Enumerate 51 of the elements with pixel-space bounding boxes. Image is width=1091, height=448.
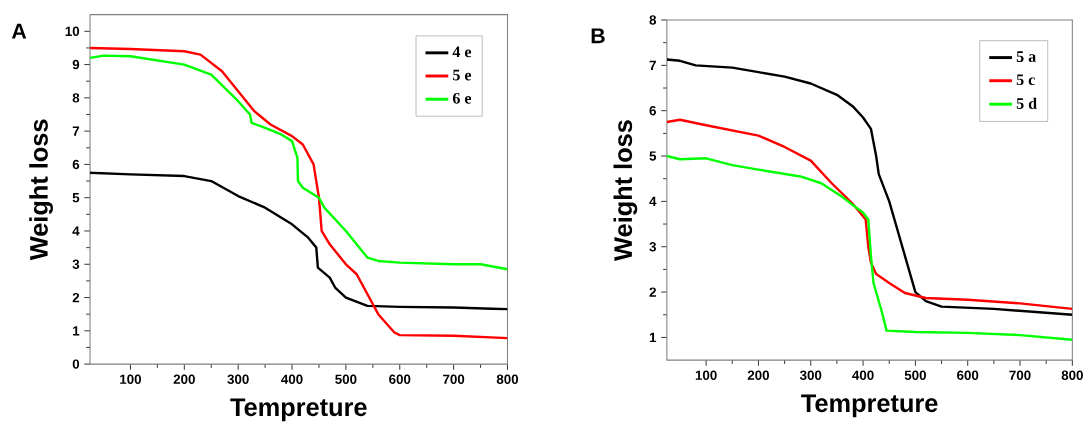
y-tick-label: 6 bbox=[649, 105, 656, 116]
y-tick-label: 2 bbox=[72, 292, 80, 303]
x-tick-label: 400 bbox=[281, 374, 303, 384]
legend-label: 6 e bbox=[452, 92, 472, 104]
x-tick-label: 300 bbox=[227, 374, 249, 384]
y-tick-label: 9 bbox=[72, 59, 80, 70]
x-tick-label: 500 bbox=[904, 370, 926, 380]
chart-title: A bbox=[11, 23, 27, 39]
x-tick-label: 300 bbox=[799, 370, 822, 380]
line-series bbox=[666, 154, 1073, 341]
x-tick-label: 200 bbox=[747, 370, 770, 380]
x-tick-label: 800 bbox=[496, 374, 519, 384]
y-tick-label: 6 bbox=[72, 159, 80, 170]
x-tick-label: 600 bbox=[389, 374, 411, 384]
y-axis-title: Weight loss bbox=[29, 119, 53, 261]
x-tick-label: 700 bbox=[1009, 370, 1031, 380]
y-tick-label: 0 bbox=[72, 359, 80, 369]
y-tick-label: 5 bbox=[649, 151, 657, 161]
y-tick-label: 8 bbox=[72, 93, 80, 103]
y-tick-label: 3 bbox=[649, 241, 656, 252]
legend-label: 4 e bbox=[452, 46, 472, 58]
y-tick-label: 10 bbox=[65, 26, 80, 36]
y-tick-label: 1 bbox=[73, 326, 80, 336]
x-axis-title: Tempreture bbox=[230, 398, 367, 422]
line-series bbox=[666, 118, 1073, 310]
x-tick-label: 100 bbox=[120, 374, 142, 384]
x-tick-label: 800 bbox=[1061, 370, 1083, 380]
y-tick-label: 4 bbox=[72, 226, 80, 236]
x-axis-title: Tempreture bbox=[801, 394, 938, 418]
legend-label: 5 a bbox=[1016, 51, 1036, 62]
line-series bbox=[90, 171, 508, 311]
legend-label: 5 c bbox=[1016, 74, 1035, 86]
y-tick-label: 1 bbox=[649, 332, 657, 342]
x-tick-label: 200 bbox=[173, 374, 195, 384]
chart-title: B bbox=[591, 28, 605, 44]
x-tick-label: 500 bbox=[335, 374, 357, 384]
y-tick-label: 2 bbox=[649, 287, 656, 297]
x-tick-label: 600 bbox=[957, 370, 979, 380]
y-tick-label: 7 bbox=[72, 126, 80, 136]
y-axis-title: Weight loss bbox=[613, 120, 638, 261]
x-tick-label: 700 bbox=[443, 374, 465, 384]
y-tick-label: 4 bbox=[649, 196, 657, 206]
y-tick-label: 5 bbox=[72, 192, 80, 203]
legend-label: 5 d bbox=[1016, 97, 1037, 109]
y-tick-label: 7 bbox=[649, 60, 656, 70]
y-tick-label: 3 bbox=[72, 259, 80, 269]
line-series bbox=[90, 46, 508, 340]
legend-label: 5 e bbox=[453, 69, 472, 81]
x-tick-label: 400 bbox=[852, 370, 874, 380]
x-tick-label: 100 bbox=[695, 370, 717, 380]
y-tick-label: 8 bbox=[649, 15, 657, 25]
